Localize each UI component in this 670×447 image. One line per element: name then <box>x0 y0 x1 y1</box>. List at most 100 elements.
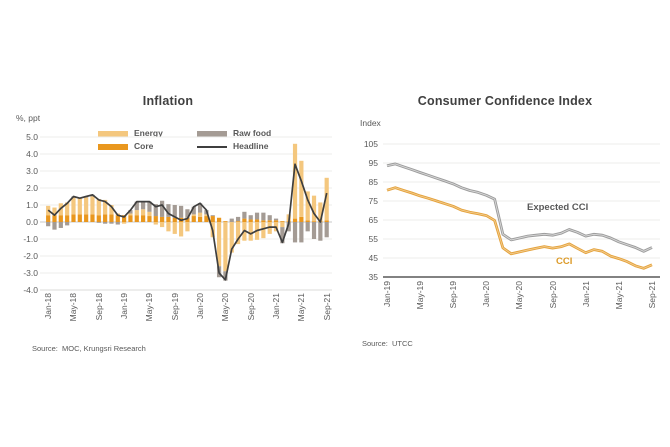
cci-series-label: CCI <box>556 256 573 267</box>
bar-segment <box>153 204 158 217</box>
bar-segment <box>172 222 177 234</box>
y-tick-label: 85 <box>368 177 378 187</box>
y-tick-label: 0.0 <box>26 217 38 227</box>
x-tick-label: Jan-21 <box>580 281 591 307</box>
bar-segment <box>122 222 127 224</box>
bar-segment <box>122 215 127 222</box>
bar-segment <box>96 199 101 216</box>
bar-segment <box>311 222 317 239</box>
expected-cci-series-label: Expected CCI <box>527 202 589 213</box>
bar-segment <box>235 221 241 222</box>
x-tick-label: Jan-20 <box>481 281 492 307</box>
bar-segment <box>242 211 247 219</box>
bar-segment <box>223 222 228 272</box>
x-tick-label: Jan-18 <box>43 293 54 319</box>
y-tick-label: -3.0 <box>23 268 38 278</box>
bar-segment <box>109 222 114 224</box>
y-tick-label: 2.0 <box>26 183 38 193</box>
bar-segment <box>280 221 285 222</box>
bar-segment <box>115 215 120 222</box>
x-tick-label: Sep-21 <box>646 281 657 309</box>
bar-segment <box>311 195 317 222</box>
y-tick-label: -2.0 <box>23 251 38 261</box>
bar-segment <box>210 215 215 217</box>
bar-segment <box>84 197 89 215</box>
bar-segment <box>166 222 171 232</box>
bar-segment <box>96 215 101 222</box>
x-tick-label: May-20 <box>220 293 231 322</box>
bar-segment <box>273 218 279 221</box>
bar-segment <box>128 213 133 216</box>
y-tick-label: -1.0 <box>23 234 38 244</box>
bar-segment <box>286 222 291 232</box>
y-axis-unit-label: Index <box>360 118 381 128</box>
bar-segment <box>115 222 120 225</box>
bar-segment <box>178 205 184 218</box>
bar-segment <box>242 218 247 222</box>
bar-segment <box>299 222 304 243</box>
y-tick-label: 4.0 <box>26 149 38 159</box>
bar-segment <box>261 222 266 239</box>
x-tick-label: Jan-20 <box>195 293 206 319</box>
bar-segment <box>197 216 203 222</box>
bar-segment <box>235 222 241 245</box>
bar-segment <box>305 191 310 221</box>
x-tick-label: Jan-21 <box>271 293 282 319</box>
bar-segment <box>248 219 253 222</box>
series-line-highlight <box>386 187 653 269</box>
bar-segment <box>210 216 215 222</box>
bar-segment <box>103 214 108 222</box>
bar-segment <box>267 215 272 221</box>
energy-swatch-icon <box>98 131 128 137</box>
bar-segment <box>191 216 196 222</box>
y-tick-label: 35 <box>368 272 378 282</box>
x-tick-label: Sep-20 <box>547 281 558 309</box>
chart-title-inflation: Inflation <box>142 94 194 108</box>
bar-segment <box>273 220 279 222</box>
bar-segment <box>185 217 190 222</box>
bar-segment <box>172 205 177 218</box>
bar-segment <box>292 143 298 219</box>
bar-segment <box>153 216 158 222</box>
bar-segment <box>292 222 298 243</box>
series-line-highlight <box>386 163 653 252</box>
bar-segment <box>160 216 165 222</box>
bar-segment <box>191 214 196 217</box>
x-tick-label: May-19 <box>144 293 155 322</box>
x-tick-label: Jan-19 <box>119 293 130 319</box>
bar-segment <box>292 218 298 222</box>
bar-segment <box>216 222 222 267</box>
bar-segment <box>147 201 152 212</box>
bar-segment <box>185 209 190 218</box>
bar-segment <box>305 222 310 232</box>
bar-segment <box>197 203 203 213</box>
bar-segment <box>299 216 304 222</box>
x-tick-label: May-21 <box>296 293 307 322</box>
bar-segment <box>280 222 285 228</box>
x-tick-label: May-20 <box>514 281 525 310</box>
bar-segment <box>46 222 51 227</box>
bar-segment <box>191 206 196 215</box>
y-tick-label: 3.0 <box>26 166 38 176</box>
bar-segment <box>90 214 95 222</box>
bar-segment <box>305 220 310 222</box>
bar-segment <box>134 210 139 216</box>
legend-label: Energy <box>134 128 163 138</box>
headline-line <box>47 163 328 281</box>
bar-segment <box>103 222 108 224</box>
bar-segment <box>324 177 329 221</box>
bar-segment <box>90 196 95 215</box>
bar-segment <box>71 214 76 222</box>
y-tick-label: 1.0 <box>26 200 38 210</box>
bar-segment <box>153 222 158 225</box>
bar-segment <box>147 211 152 217</box>
bar-segment <box>318 222 323 241</box>
bar-segment <box>65 215 70 222</box>
source-note-cci: Source: UTCC <box>362 339 413 348</box>
bar-segment <box>223 221 228 222</box>
x-tick-label: May-21 <box>613 281 624 310</box>
headline-line-swatch-icon <box>197 146 227 148</box>
y-tick-label: 95 <box>368 158 378 168</box>
legend-label: Raw food <box>233 128 272 138</box>
bar-segment <box>52 215 57 222</box>
